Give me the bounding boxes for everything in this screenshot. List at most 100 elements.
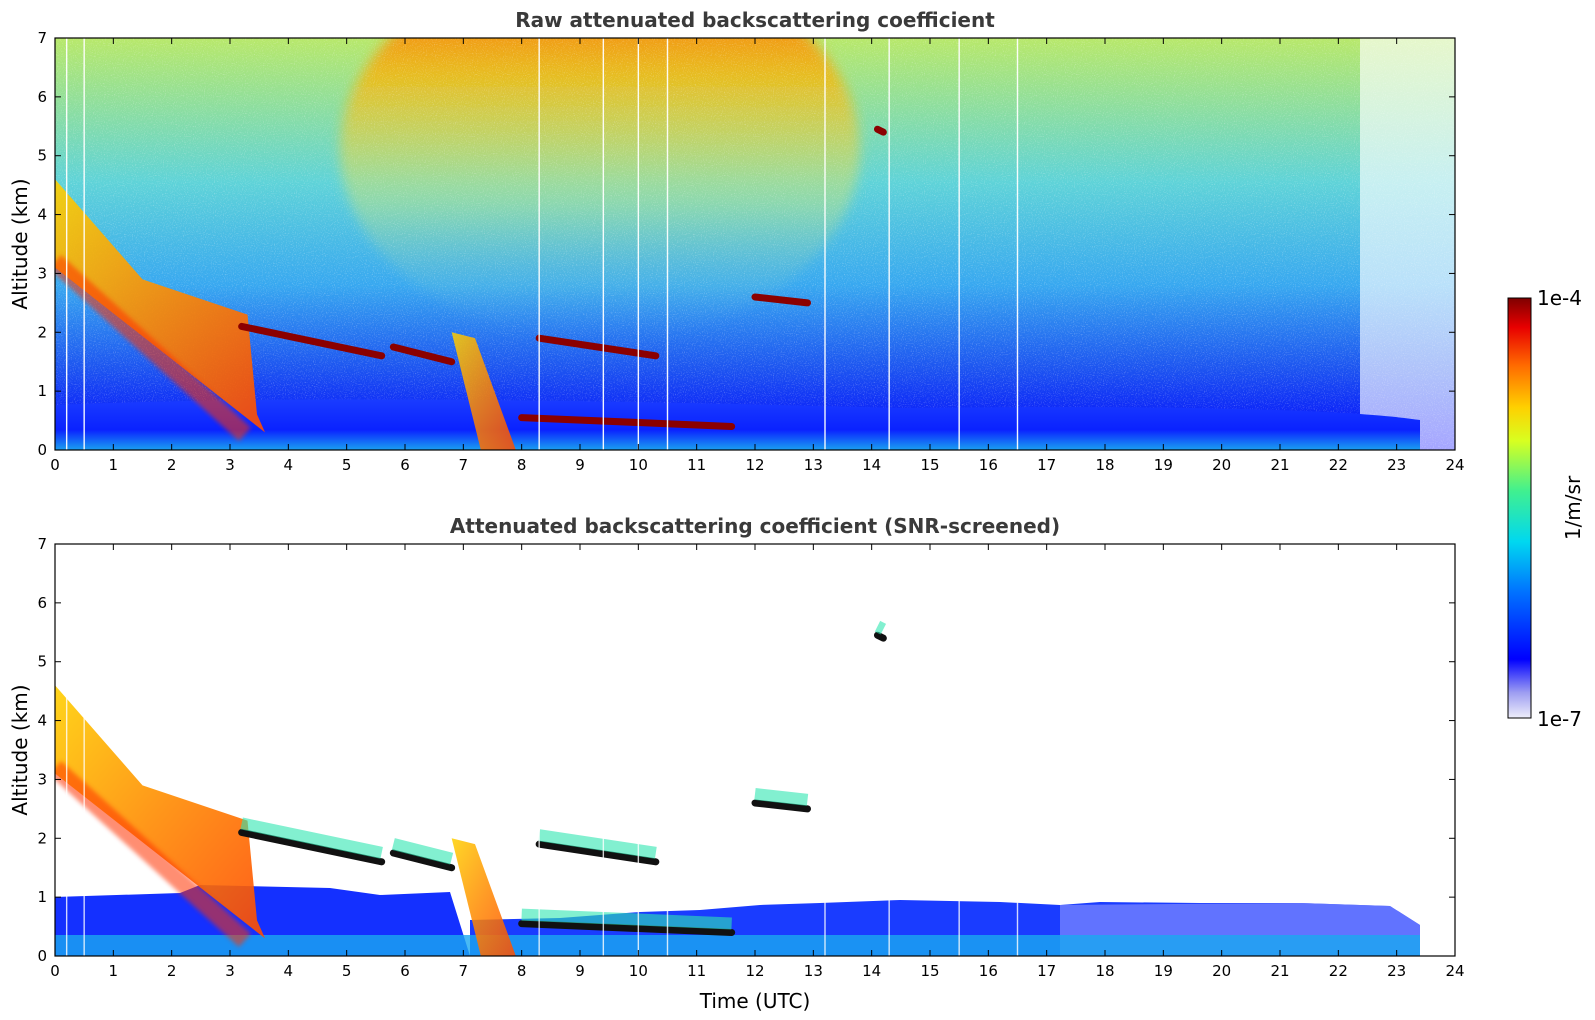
cloud-layer-halo (391, 838, 454, 865)
x-tick-label: 15 (920, 456, 939, 474)
cloud-layer (535, 840, 660, 866)
y-tick-label: 5 (37, 653, 47, 671)
tilted-layer-core (55, 760, 252, 948)
tilted-layer (55, 685, 265, 939)
x-tick-label: 9 (575, 456, 585, 474)
y-tick-label: 2 (37, 323, 47, 341)
x-tick-label: 4 (284, 962, 294, 980)
x-tick-label: 4 (284, 456, 294, 474)
x-tick-label: 14 (862, 962, 881, 980)
raw-boundary-layer (55, 399, 1420, 450)
y-tick-label: 3 (37, 264, 47, 282)
y-tick-label: 3 (37, 770, 47, 788)
snr-backscatter-panel: Attenuated backscattering coefficient (S… (8, 514, 1465, 1013)
x-tick-label: 6 (400, 456, 410, 474)
x-axis-label: Time (UTC) (699, 989, 811, 1013)
x-tick-label: 3 (225, 456, 235, 474)
x-tick-label: 0 (50, 962, 60, 980)
x-tick-label: 21 (1270, 456, 1289, 474)
x-tick-label: 5 (342, 456, 352, 474)
snr-x-ticks: 0 1 2 3 4 5 6 7 8 9 10 11 12 13 14 15 16 17 18 19 20 21 22 23 24 (50, 544, 1465, 980)
y-tick-label: 7 (37, 535, 47, 553)
x-tick-label: 20 (1212, 962, 1231, 980)
y-tick-label: 1 (37, 382, 47, 400)
raw-y-ticks: 0 1 2 3 4 5 6 7 (37, 29, 1455, 459)
x-tick-label: 22 (1329, 962, 1348, 980)
x-tick-label: 7 (459, 962, 469, 980)
y-tick-label: 6 (37, 594, 47, 612)
x-tick-label: 5 (342, 962, 352, 980)
y-tick-label: 7 (37, 29, 47, 47)
raw-speckle-noise (55, 38, 1455, 450)
y-tick-label: 4 (37, 712, 47, 730)
snr-features (55, 544, 1019, 956)
x-tick-label: 6 (400, 962, 410, 980)
x-tick-label: 17 (1037, 962, 1056, 980)
x-tick-label: 8 (517, 456, 527, 474)
x-tick-label: 14 (862, 456, 881, 474)
x-tick-label: 18 (1095, 962, 1114, 980)
x-tick-label: 16 (979, 456, 998, 474)
cloud-layer (874, 631, 887, 642)
cloud-layer (518, 414, 736, 430)
cloud-layer (535, 334, 660, 360)
tilted-layer (55, 179, 265, 433)
x-tick-label: 12 (745, 456, 764, 474)
x-tick-label: 10 (629, 456, 648, 474)
x-tick-label: 10 (629, 962, 648, 980)
colorbar-unit-label: 1/m/sr (1561, 475, 1585, 540)
tilted-plume (451, 838, 516, 956)
snr-y-axis-label: Altitude (km) (8, 684, 32, 815)
y-tick-label: 4 (37, 206, 47, 224)
x-tick-label: 19 (1154, 456, 1173, 474)
snr-y-ticks: 0 1 2 3 4 5 6 7 (37, 535, 1455, 965)
x-tick-label: 13 (804, 962, 823, 980)
x-tick-label: 19 (1154, 962, 1173, 980)
y-tick-label: 1 (37, 888, 47, 906)
raw-x-ticks: 0 1 2 3 4 5 6 7 8 9 10 11 12 13 14 15 16 17 18 19 20 21 22 23 24 (50, 38, 1465, 474)
x-tick-label: 2 (167, 456, 177, 474)
colorbar-min-label: 1e-7 (1537, 707, 1582, 731)
raw-features (55, 38, 1019, 450)
colorbar-max-label: 1e-4 (1537, 286, 1582, 310)
x-tick-label: 20 (1212, 456, 1231, 474)
cloud-layer (389, 343, 456, 366)
x-tick-label: 2 (167, 962, 177, 980)
tilted-layer-core (55, 254, 252, 442)
x-tick-label: 16 (979, 962, 998, 980)
tilted-plume (451, 332, 516, 450)
cloud-layer (238, 828, 386, 866)
y-tick-label: 6 (37, 88, 47, 106)
x-tick-label: 24 (1445, 456, 1464, 474)
colorbar-gradient (1507, 297, 1532, 719)
cloud-layer (751, 799, 811, 813)
raw-y-axis-label: Altitude (km) (8, 178, 32, 309)
cloud-layer (389, 849, 456, 872)
cloud-layer (518, 920, 736, 936)
raw-panel-title: Raw attenuated backscattering coefficien… (515, 8, 995, 32)
snr-surface-layer (55, 935, 1420, 956)
x-tick-label: 24 (1445, 962, 1464, 980)
x-tick-label: 17 (1037, 456, 1056, 474)
x-tick-label: 8 (517, 962, 527, 980)
raw-heatmap-area (55, 38, 1455, 450)
x-tick-label: 12 (745, 962, 764, 980)
x-tick-label: 15 (920, 962, 939, 980)
raw-backscatter-panel: Raw attenuated backscattering coefficien… (8, 8, 1465, 474)
cloud-layer-halo (240, 817, 383, 859)
cloud-layer (874, 125, 887, 136)
cloud-layer-halo (874, 620, 887, 635)
snr-heatmap-area (55, 544, 1455, 956)
cloud-layer-halo (521, 908, 732, 930)
x-tick-label: 1 (109, 962, 119, 980)
x-tick-label: 23 (1387, 962, 1406, 980)
x-tick-label: 1 (109, 456, 119, 474)
snr-panel-title: Attenuated backscattering coefficient (S… (450, 514, 1060, 538)
cloud-layer-halo (754, 788, 809, 806)
x-tick-label: 9 (575, 962, 585, 980)
x-tick-label: 13 (804, 456, 823, 474)
x-tick-label: 3 (225, 962, 235, 980)
cloud-layer (751, 293, 811, 307)
x-tick-label: 11 (687, 962, 706, 980)
y-tick-label: 0 (37, 947, 47, 965)
